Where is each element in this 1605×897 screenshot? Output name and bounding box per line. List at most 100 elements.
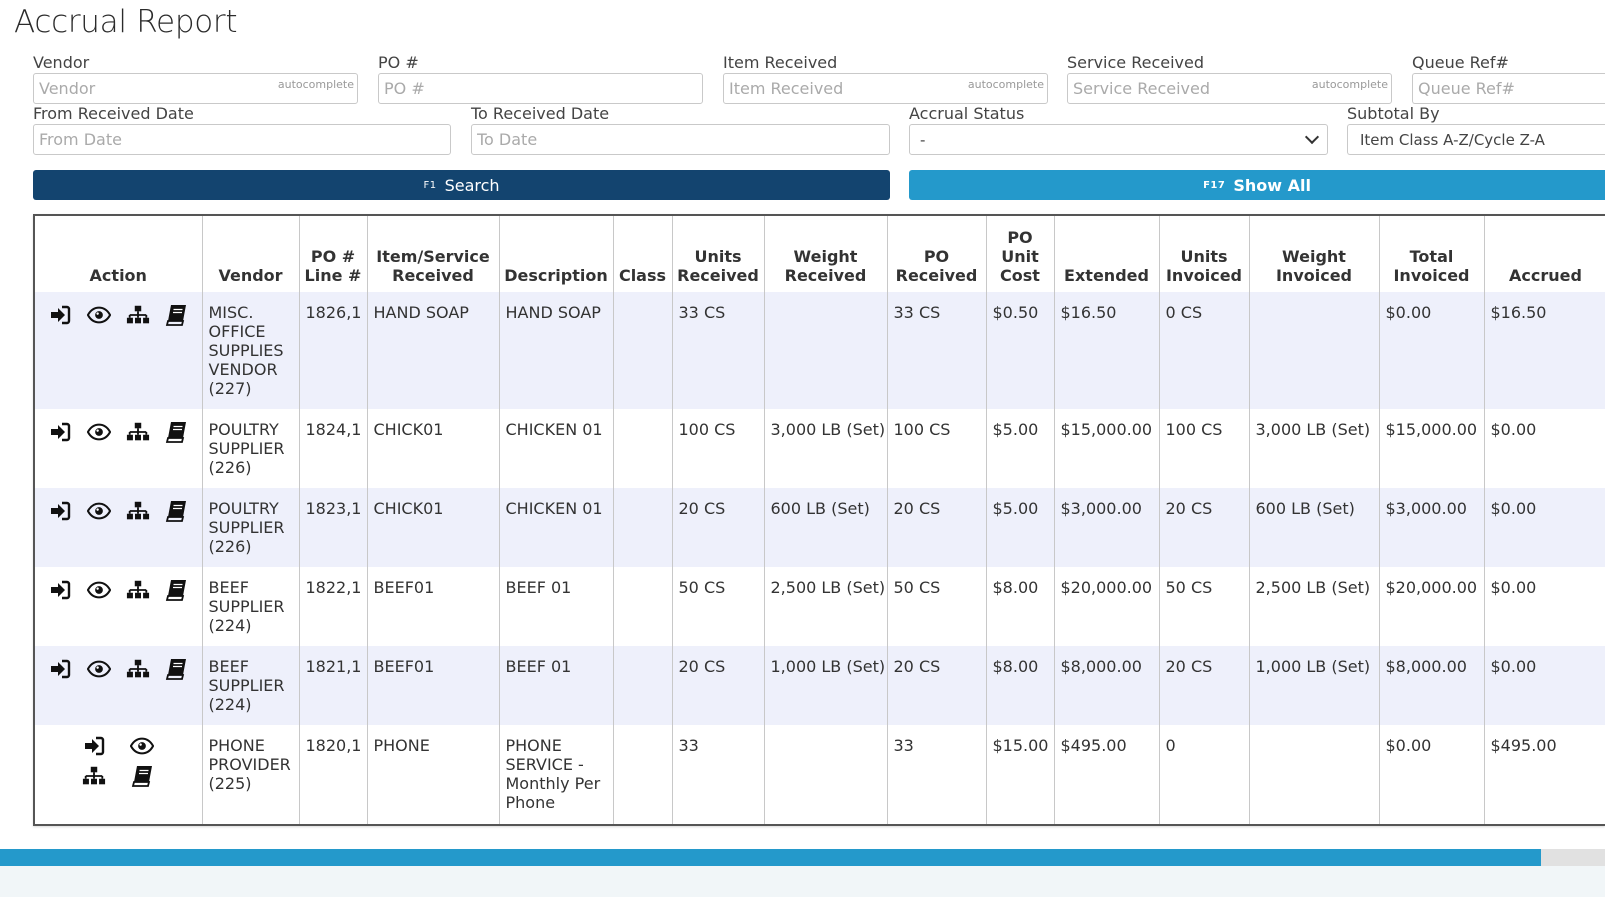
cell-text: OFFICE <box>208 322 266 341</box>
cell-unit-cost: $15.00 <box>986 725 1055 824</box>
cell-po-line: 1820,1 <box>299 725 368 824</box>
horizontal-scrollbar[interactable] <box>0 849 1605 866</box>
column-header[interactable]: Accrued <box>1484 216 1605 292</box>
eye-icon[interactable] <box>86 421 111 443</box>
show-all-button-label: Show All <box>1233 175 1311 195</box>
column-header[interactable]: Item/Service Received <box>367 216 500 292</box>
book-icon[interactable] <box>164 421 188 443</box>
sitemap-icon[interactable] <box>82 765 106 787</box>
column-header[interactable]: Extended <box>1054 216 1160 292</box>
column-header[interactable]: Total Invoiced <box>1379 216 1485 292</box>
column-header-label: PO <box>1007 228 1033 247</box>
cell-text: PHONE <box>505 736 562 755</box>
po-input[interactable] <box>379 74 702 103</box>
vendor-label: Vendor <box>33 53 90 72</box>
column-header[interactable]: PO Received <box>887 216 987 292</box>
book-icon[interactable] <box>164 658 188 680</box>
row-actions <box>35 646 203 725</box>
cell-po-received: 33 CS <box>887 292 987 409</box>
cell-accrued: $495.00 <box>1484 725 1605 824</box>
cell-vendor: MISC. OFFICE SUPPLIES VENDOR (227) <box>202 292 300 409</box>
eye-icon[interactable] <box>86 304 111 326</box>
search-button[interactable]: F1 Search <box>33 170 890 200</box>
cell-weight-received: 1,000 LB (Set) <box>764 646 888 725</box>
book-icon[interactable] <box>164 304 188 326</box>
sitemap-icon[interactable] <box>126 421 150 443</box>
cell-total-invoiced: $20,000.00 <box>1379 567 1485 646</box>
item-received-input[interactable] <box>724 74 1047 103</box>
eye-icon[interactable] <box>86 500 111 522</box>
cell-unit-cost: $5.00 <box>986 409 1055 488</box>
cell-text: PHONE <box>208 736 265 755</box>
scrollbar-thumb[interactable] <box>0 849 1541 866</box>
book-icon[interactable] <box>130 765 154 787</box>
column-header-label: Class <box>618 266 667 285</box>
cell-accrued: $0.00 <box>1484 409 1605 488</box>
cell-weight-received: 3,000 LB (Set) <box>764 409 888 488</box>
sitemap-icon[interactable] <box>126 500 150 522</box>
queue-ref-input[interactable] <box>1413 74 1605 103</box>
from-date-input[interactable] <box>34 125 450 154</box>
eye-icon[interactable] <box>86 658 111 680</box>
service-received-label: Service Received <box>1067 53 1205 72</box>
cell-units-invoiced: 0 <box>1159 725 1250 824</box>
accrual-status-select[interactable]: - <box>909 124 1328 155</box>
sitemap-icon[interactable] <box>126 658 150 680</box>
book-icon[interactable] <box>164 500 188 522</box>
cell-units-received: 33 CS <box>672 292 765 409</box>
item-received-filter: Item Received autocomplete <box>723 53 1048 104</box>
from-date-label: From Received Date <box>33 104 194 123</box>
table-row[interactable]: BEEF SUPPLIER (224) 1821,1 BEEF01 BEEF 01 20 C… <box>35 646 1605 725</box>
table-row[interactable]: POULTRY SUPPLIER (226) 1824,1 CHICK01 CHICKEN… <box>35 409 1605 488</box>
sitemap-icon[interactable] <box>126 579 150 601</box>
sitemap-icon[interactable] <box>126 304 150 326</box>
column-header[interactable]: PO # Line # <box>299 216 368 292</box>
to-date-input[interactable] <box>472 125 889 154</box>
sign-in-icon[interactable] <box>82 735 106 757</box>
column-header[interactable]: Units Invoiced <box>1159 216 1250 292</box>
table-row[interactable]: MISC. OFFICE SUPPLIES VENDOR (227) 1826,1 HAND… <box>35 292 1605 409</box>
cell-text: BEEF 01 <box>505 578 572 597</box>
column-header-label: Accrued <box>1509 266 1582 285</box>
column-header-label: Received <box>895 266 978 285</box>
cell-units-invoiced: 0 CS <box>1159 292 1250 409</box>
cell-vendor: POULTRY SUPPLIER (226) <box>202 488 300 567</box>
cell-extended: $3,000.00 <box>1054 488 1160 567</box>
sign-in-icon[interactable] <box>48 421 72 443</box>
subtotal-by-select[interactable]: Item Class A-Z/Cycle Z-A <box>1347 124 1605 155</box>
service-received-input[interactable] <box>1068 74 1391 103</box>
column-header[interactable]: Vendor <box>202 216 300 292</box>
cell-accrued: $0.00 <box>1484 646 1605 725</box>
table-row[interactable]: POULTRY SUPPLIER (226) 1823,1 CHICK01 CHICKEN… <box>35 488 1605 567</box>
eye-icon[interactable] <box>130 735 155 757</box>
sign-in-icon[interactable] <box>48 500 72 522</box>
cell-po-received: 20 CS <box>887 488 987 567</box>
show-all-button[interactable]: F17 Show All <box>909 170 1605 200</box>
sign-in-icon[interactable] <box>48 658 72 680</box>
sign-in-icon[interactable] <box>48 304 72 326</box>
cell-text: (226) <box>208 537 252 556</box>
column-header[interactable]: Class <box>613 216 673 292</box>
sign-in-icon[interactable] <box>48 579 72 601</box>
cell-text: BEEF 01 <box>505 657 572 676</box>
column-header-label: Unit <box>1001 247 1039 266</box>
column-header[interactable]: PO Unit Cost <box>986 216 1055 292</box>
column-header[interactable]: Weight Invoiced <box>1249 216 1380 292</box>
cell-unit-cost: $8.00 <box>986 646 1055 725</box>
cell-weight-invoiced <box>1249 292 1380 409</box>
book-icon[interactable] <box>164 579 188 601</box>
column-header[interactable]: Action <box>35 216 203 292</box>
cell-extended: $8,000.00 <box>1054 646 1160 725</box>
column-header[interactable]: Weight Received <box>764 216 888 292</box>
cell-units-received: 20 CS <box>672 646 765 725</box>
eye-icon[interactable] <box>86 579 111 601</box>
cell-weight-received <box>764 292 888 409</box>
column-header[interactable]: Units Received <box>672 216 765 292</box>
cell-po-received: 50 CS <box>887 567 987 646</box>
table-row[interactable]: PHONE PROVIDER (225) 1820,1 PHONE PHONE SERVIC… <box>35 725 1605 824</box>
from-date-filter: From Received Date <box>33 104 451 155</box>
vendor-input[interactable] <box>34 74 357 103</box>
table-row[interactable]: BEEF SUPPLIER (224) 1822,1 BEEF01 BEEF 01 50 C… <box>35 567 1605 646</box>
column-header[interactable]: Description <box>499 216 614 292</box>
to-date-label: To Received Date <box>471 104 610 123</box>
